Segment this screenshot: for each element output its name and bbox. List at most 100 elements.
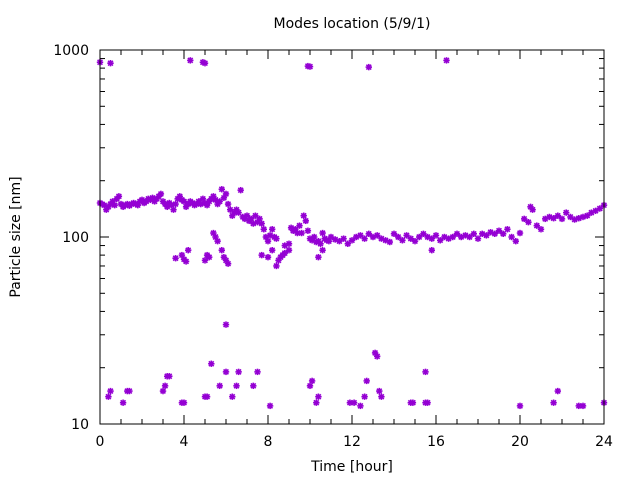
data-point xyxy=(273,262,280,270)
data-point xyxy=(264,253,272,261)
data-point xyxy=(208,360,215,367)
data-point xyxy=(491,230,498,238)
data-point xyxy=(550,399,557,406)
data-point xyxy=(584,212,591,219)
data-point xyxy=(273,235,280,242)
data-point xyxy=(363,377,370,385)
data-point xyxy=(237,186,244,194)
data-point xyxy=(119,399,127,406)
data-point xyxy=(250,382,257,390)
data-point xyxy=(222,321,230,328)
data-point xyxy=(111,201,118,209)
data-point xyxy=(285,240,293,247)
x-axis-label: Time [hour] xyxy=(310,459,393,475)
data-point xyxy=(172,255,179,262)
data-point xyxy=(157,190,165,198)
data-point xyxy=(319,246,326,254)
data-point xyxy=(224,200,232,208)
data-point xyxy=(386,238,393,246)
data-point xyxy=(420,230,427,238)
data-point xyxy=(443,57,450,64)
data-point xyxy=(210,229,217,237)
chart-title: Modes location (5/9/1) xyxy=(274,16,431,32)
data-point xyxy=(424,399,431,406)
x-tick-label: 16 xyxy=(427,434,445,450)
data-point xyxy=(376,387,383,395)
data-point xyxy=(403,232,410,239)
data-point xyxy=(185,246,192,254)
data-point xyxy=(579,402,587,410)
data-point xyxy=(500,230,507,238)
data-point xyxy=(115,193,123,200)
data-point xyxy=(537,226,545,233)
data-point xyxy=(235,368,242,376)
data-point xyxy=(340,235,347,242)
data-point xyxy=(550,215,557,222)
data-point xyxy=(258,251,265,259)
data-point xyxy=(409,399,417,406)
data-point xyxy=(264,237,272,245)
data-point xyxy=(201,59,209,67)
data-points xyxy=(96,57,608,410)
data-point xyxy=(166,373,173,380)
data-point xyxy=(357,402,364,410)
data-point xyxy=(525,218,532,226)
x-tick-label: 20 xyxy=(511,434,529,450)
x-tick-label: 24 xyxy=(595,434,613,450)
y-tick-label: 1000 xyxy=(53,43,89,59)
data-point xyxy=(285,246,293,254)
data-point xyxy=(206,253,213,261)
data-point xyxy=(306,382,314,390)
data-point xyxy=(361,393,368,400)
data-point xyxy=(315,393,322,400)
data-point xyxy=(350,399,358,406)
x-tick-labels: 0 4 8 12 16 20 24 xyxy=(96,434,613,450)
data-point xyxy=(313,399,320,406)
data-point xyxy=(302,217,309,225)
data-point xyxy=(269,246,276,254)
x-tick-label: 4 xyxy=(180,434,189,450)
data-point xyxy=(260,226,267,233)
data-point xyxy=(378,393,385,400)
data-point xyxy=(474,235,482,242)
data-point xyxy=(315,253,322,261)
data-point xyxy=(159,387,167,395)
data-point xyxy=(180,399,188,406)
data-point xyxy=(399,237,406,244)
data-point xyxy=(233,382,240,390)
data-point xyxy=(516,229,524,237)
data-point xyxy=(422,368,429,376)
data-point xyxy=(558,215,566,223)
data-point xyxy=(126,387,133,395)
plot-frame xyxy=(99,49,605,425)
data-point xyxy=(224,260,232,267)
data-point xyxy=(107,59,114,67)
y-tick-labels: 10 100 1000 xyxy=(53,43,89,433)
data-point xyxy=(187,57,194,64)
x-tick-label: 12 xyxy=(343,434,361,450)
data-point xyxy=(170,206,177,213)
data-point xyxy=(319,229,326,237)
y-tick-label: 100 xyxy=(62,230,89,246)
data-point xyxy=(374,353,381,360)
data-point xyxy=(308,377,316,385)
data-point xyxy=(281,249,288,257)
data-point xyxy=(203,393,211,400)
data-point xyxy=(298,229,305,237)
data-point xyxy=(516,402,524,410)
data-point xyxy=(504,226,511,233)
data-point xyxy=(365,63,372,71)
data-point xyxy=(216,382,223,390)
data-point xyxy=(512,237,519,245)
data-point xyxy=(172,200,179,208)
data-point xyxy=(428,246,435,254)
data-point xyxy=(182,258,190,265)
data-point xyxy=(266,402,274,410)
y-axis-label: Particle size [nm] xyxy=(8,176,24,297)
data-point xyxy=(508,233,515,241)
x-tick-label: 0 xyxy=(96,434,105,450)
data-point xyxy=(214,237,221,245)
data-point xyxy=(222,190,230,198)
data-point xyxy=(304,227,312,234)
